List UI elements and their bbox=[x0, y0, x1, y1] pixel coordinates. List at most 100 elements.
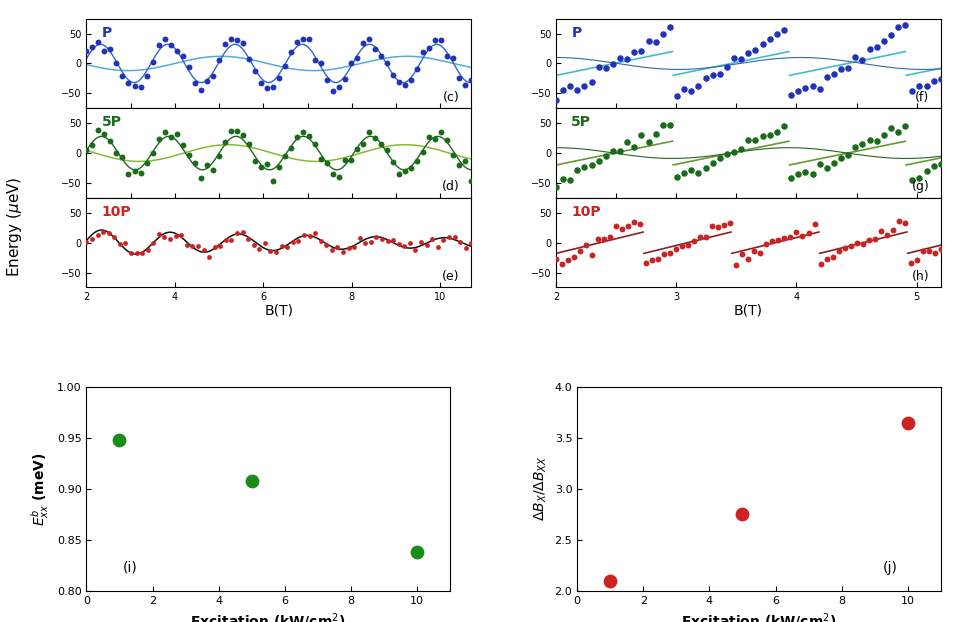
Text: (f): (f) bbox=[915, 91, 929, 104]
Point bbox=[684, 165, 699, 175]
Point bbox=[344, 58, 359, 68]
Point bbox=[434, 128, 449, 137]
Point bbox=[313, 58, 328, 68]
Point bbox=[319, 241, 334, 251]
Point bbox=[798, 167, 813, 177]
Point bbox=[313, 236, 328, 246]
Point bbox=[347, 243, 362, 253]
Point bbox=[151, 40, 166, 50]
Point bbox=[331, 82, 347, 92]
Point bbox=[719, 62, 734, 72]
Point bbox=[163, 40, 179, 50]
Point bbox=[283, 47, 299, 57]
Point bbox=[329, 243, 345, 253]
Point bbox=[331, 172, 347, 182]
Point bbox=[90, 231, 106, 241]
Point bbox=[190, 241, 205, 251]
Point bbox=[235, 38, 251, 48]
Point bbox=[349, 144, 365, 154]
Point bbox=[257, 238, 273, 248]
Y-axis label: $\Delta B_X/\Delta B_{XX}$: $\Delta B_X/\Delta B_{XX}$ bbox=[533, 456, 549, 521]
Text: Energy ($\mu$eV): Energy ($\mu$eV) bbox=[5, 177, 24, 277]
Point bbox=[795, 231, 810, 241]
Point bbox=[691, 168, 707, 178]
Point bbox=[833, 153, 849, 163]
Point bbox=[97, 45, 112, 55]
Point bbox=[373, 52, 389, 62]
Point bbox=[361, 34, 376, 44]
Point bbox=[279, 242, 295, 252]
Point bbox=[655, 120, 670, 130]
Point bbox=[274, 241, 289, 251]
Point bbox=[296, 34, 311, 44]
Point bbox=[848, 142, 863, 152]
Point bbox=[548, 95, 564, 105]
Point bbox=[627, 217, 642, 227]
Point bbox=[253, 78, 269, 88]
Point bbox=[84, 42, 100, 52]
Point bbox=[163, 132, 179, 142]
Point bbox=[876, 130, 892, 140]
Point bbox=[91, 125, 107, 135]
Point bbox=[464, 75, 479, 85]
Point bbox=[605, 146, 620, 156]
Point bbox=[812, 84, 828, 94]
Point bbox=[669, 91, 684, 101]
Point bbox=[391, 239, 406, 249]
Point bbox=[584, 160, 599, 170]
Point bbox=[175, 52, 190, 62]
Point bbox=[804, 169, 820, 179]
Point bbox=[458, 243, 473, 253]
Point bbox=[271, 162, 286, 172]
Point bbox=[132, 82, 148, 92]
Point bbox=[883, 30, 899, 40]
Point bbox=[218, 235, 233, 245]
Point bbox=[572, 246, 588, 256]
Point bbox=[698, 73, 713, 83]
Point bbox=[352, 233, 368, 243]
Point bbox=[285, 238, 300, 248]
Point bbox=[909, 254, 924, 264]
X-axis label: Excitation (kW/cm$^{2}$): Excitation (kW/cm$^{2}$) bbox=[682, 611, 837, 622]
Point bbox=[259, 159, 275, 169]
Text: (j): (j) bbox=[882, 560, 898, 575]
Point bbox=[578, 239, 593, 249]
Point bbox=[244, 476, 259, 486]
Point bbox=[648, 129, 663, 139]
Point bbox=[397, 166, 413, 176]
Point bbox=[812, 159, 828, 169]
Point bbox=[873, 226, 888, 236]
Text: (c): (c) bbox=[443, 91, 460, 104]
Point bbox=[217, 39, 232, 49]
Point bbox=[602, 232, 617, 242]
Point bbox=[121, 169, 136, 179]
Point bbox=[620, 221, 636, 231]
Point bbox=[777, 233, 792, 243]
Point bbox=[921, 246, 936, 256]
Point bbox=[115, 72, 131, 81]
Point bbox=[403, 162, 419, 172]
Point bbox=[458, 156, 473, 166]
Point bbox=[277, 152, 293, 162]
Point bbox=[229, 126, 245, 136]
Point bbox=[259, 83, 275, 93]
Point bbox=[634, 46, 649, 56]
Point bbox=[903, 258, 919, 267]
Point bbox=[890, 22, 905, 32]
Point bbox=[577, 162, 592, 172]
Point bbox=[747, 246, 762, 256]
Point bbox=[337, 74, 352, 84]
Point bbox=[235, 131, 251, 141]
Point bbox=[196, 245, 211, 255]
Point bbox=[146, 238, 161, 248]
Point bbox=[91, 37, 107, 47]
Point bbox=[662, 22, 678, 32]
Point bbox=[634, 130, 649, 140]
Text: 5P: 5P bbox=[571, 116, 591, 129]
Point bbox=[926, 77, 942, 86]
Point bbox=[358, 238, 373, 248]
Point bbox=[885, 225, 900, 235]
Point bbox=[368, 133, 383, 143]
Point bbox=[446, 232, 462, 242]
Point bbox=[168, 231, 183, 241]
